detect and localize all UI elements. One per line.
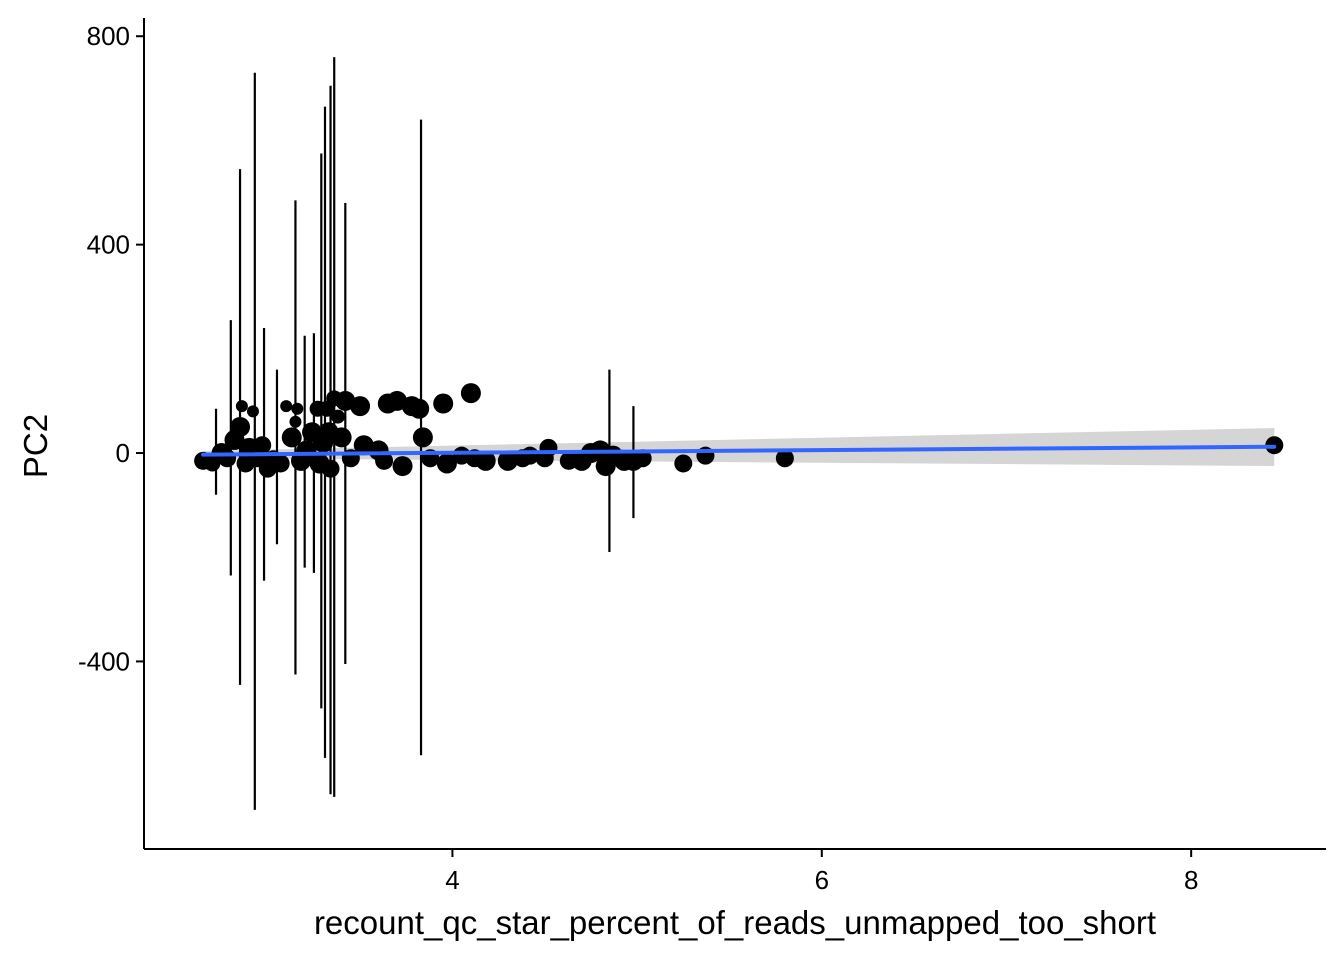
data-point — [218, 449, 237, 468]
x-tick-label: 8 — [1184, 865, 1198, 895]
x-tick-label: 4 — [445, 865, 459, 895]
data-point — [291, 402, 304, 415]
data-point — [280, 400, 293, 413]
y-tick-label: 800 — [87, 21, 130, 51]
data-point — [436, 453, 457, 474]
data-point — [235, 400, 248, 413]
data-point — [539, 438, 558, 457]
data-point — [375, 451, 394, 470]
data-point — [253, 436, 272, 455]
x-axis-title: recount_qc_star_percent_of_reads_unmappe… — [314, 904, 1156, 941]
data-point — [633, 449, 652, 468]
y-tick-label: 400 — [87, 230, 130, 260]
data-point — [475, 450, 496, 471]
data-point — [321, 459, 340, 478]
data-point — [392, 456, 413, 477]
data-point — [412, 427, 433, 448]
data-point — [331, 427, 352, 448]
data-point — [246, 405, 259, 418]
data-point — [330, 409, 345, 424]
data-point — [409, 398, 430, 419]
y-tick-label: 0 — [116, 438, 130, 468]
regression-line — [201, 444, 1277, 457]
data-point — [350, 396, 371, 417]
data-point — [433, 393, 454, 414]
data-point — [460, 383, 481, 404]
y-tick-label: -400 — [78, 646, 130, 676]
y-axis-title: PC2 — [17, 414, 54, 478]
y-axis-ticks: -400 0 400 800 — [78, 21, 144, 676]
data-point — [230, 416, 251, 437]
data-point — [674, 454, 693, 473]
data-point — [775, 449, 794, 468]
fit-line-layer — [201, 444, 1277, 457]
data-point — [281, 427, 302, 448]
data-point — [289, 415, 302, 428]
data-point — [497, 450, 518, 471]
x-tick-label: 6 — [815, 865, 829, 895]
x-axis-ticks: 4 6 8 — [445, 849, 1198, 895]
data-point — [271, 454, 290, 473]
